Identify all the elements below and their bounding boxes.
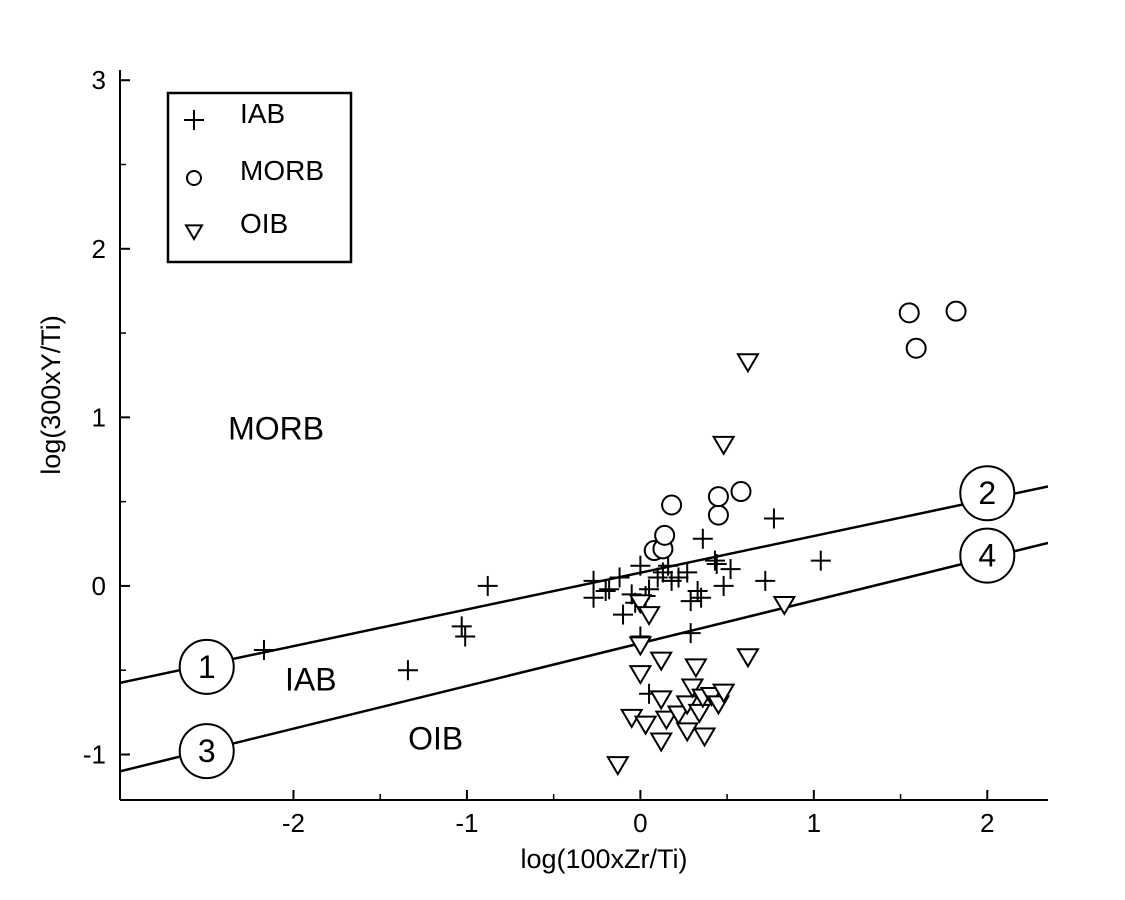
iab-point <box>477 575 498 596</box>
legend-triangle-icon <box>184 224 204 241</box>
iab-point <box>609 567 630 588</box>
oib-point <box>628 594 653 615</box>
legend-label-morb: MORB <box>240 155 324 186</box>
x-axis-title: log(100xZr/Ti) <box>520 844 687 874</box>
boundary-lines <box>120 485 1048 773</box>
region-label-morb: MORB <box>228 410 324 446</box>
series-iab <box>253 508 831 704</box>
morb-point <box>661 494 683 516</box>
line-number-label: 4 <box>978 538 996 574</box>
oib-point <box>606 756 630 777</box>
x-tick-label: 1 <box>807 808 821 838</box>
oib-point <box>666 705 691 726</box>
line-number-label: 3 <box>198 733 216 769</box>
iab-point <box>704 550 725 571</box>
y-tick-label: -1 <box>83 739 106 769</box>
boundary-line-lower <box>120 541 1048 773</box>
oib-point <box>711 435 736 456</box>
oib-point <box>711 683 736 704</box>
morb-point <box>707 504 729 526</box>
y-axis-title: log(300xY/Ti) <box>36 315 66 475</box>
oib-point <box>692 727 717 748</box>
line-number-circle <box>959 527 1016 584</box>
morb-point <box>654 524 676 546</box>
oib-point <box>772 595 797 616</box>
boundary-line-upper <box>120 485 1048 685</box>
legend-label-iab: IAB <box>240 98 285 129</box>
iab-point <box>720 559 741 580</box>
series-oib <box>606 353 797 777</box>
morb-point <box>945 300 967 322</box>
oib-point <box>649 690 673 711</box>
iab-point <box>677 562 698 583</box>
legend-plus-icon <box>184 110 204 130</box>
oib-point <box>649 651 673 672</box>
oib-point <box>637 606 661 627</box>
morb-point <box>905 337 927 359</box>
y-tick-label: 1 <box>92 402 106 432</box>
oib-point <box>736 353 760 374</box>
oib-point <box>649 732 673 753</box>
oib-point <box>736 648 760 669</box>
y-tick-label: 2 <box>92 234 106 264</box>
iab-point <box>451 616 472 637</box>
iab-point <box>630 555 651 576</box>
oib-point <box>684 658 708 679</box>
legend-label-oib: OIB <box>240 208 288 239</box>
oib-point <box>680 678 705 699</box>
y-tick-label: 0 <box>92 571 106 601</box>
oib-point <box>675 722 699 743</box>
oib-point <box>628 665 653 686</box>
series-morb <box>643 300 967 562</box>
iab-point <box>755 570 776 591</box>
iab-point <box>613 604 634 625</box>
iab-point <box>668 567 689 588</box>
iab-point <box>583 570 604 591</box>
line-number-label: 2 <box>978 475 996 511</box>
legend-circle-icon <box>186 170 202 186</box>
iab-point <box>583 587 604 608</box>
iab-point <box>647 567 668 588</box>
morb-point <box>707 486 729 508</box>
iab-point <box>253 639 274 660</box>
x-tick-label: -2 <box>282 808 305 838</box>
iab-point <box>706 554 727 575</box>
iab-point <box>692 528 713 549</box>
iab-point <box>658 555 679 576</box>
iab-point <box>595 580 616 601</box>
iab-point <box>397 660 418 681</box>
iab-point <box>455 626 476 647</box>
region-label-iab: IAB <box>285 661 337 697</box>
iab-point <box>763 508 784 529</box>
oib-point <box>654 710 679 731</box>
iab-point <box>713 575 734 596</box>
line-number-circle <box>959 465 1016 522</box>
legend: IAB MORB OIB <box>166 91 353 264</box>
iab-point <box>680 591 701 612</box>
data-points <box>253 300 967 777</box>
oib-point <box>687 703 712 724</box>
line-number-label: 1 <box>198 649 216 685</box>
region-label-oib: OIB <box>408 720 463 756</box>
iab-point <box>680 623 701 644</box>
line-number-circle <box>178 723 235 780</box>
iab-point <box>810 550 831 571</box>
x-tick-label: 0 <box>633 808 647 838</box>
iab-point <box>599 579 620 600</box>
y-tick-label: 3 <box>92 65 106 95</box>
x-tick-label: -1 <box>455 808 478 838</box>
morb-point <box>898 302 920 324</box>
region-labels: MORB IAB OIB <box>228 410 463 756</box>
iab-point <box>691 587 712 608</box>
oib-point <box>628 636 653 657</box>
oib-point <box>633 715 658 736</box>
line-number-labels: 1 2 3 4 <box>178 465 1016 780</box>
axes: -1 0 1 2 3 -2 -1 0 1 2 <box>83 65 1048 838</box>
morb-point <box>730 481 752 503</box>
x-tick-label: 2 <box>980 808 994 838</box>
line-number-circle <box>178 638 235 695</box>
